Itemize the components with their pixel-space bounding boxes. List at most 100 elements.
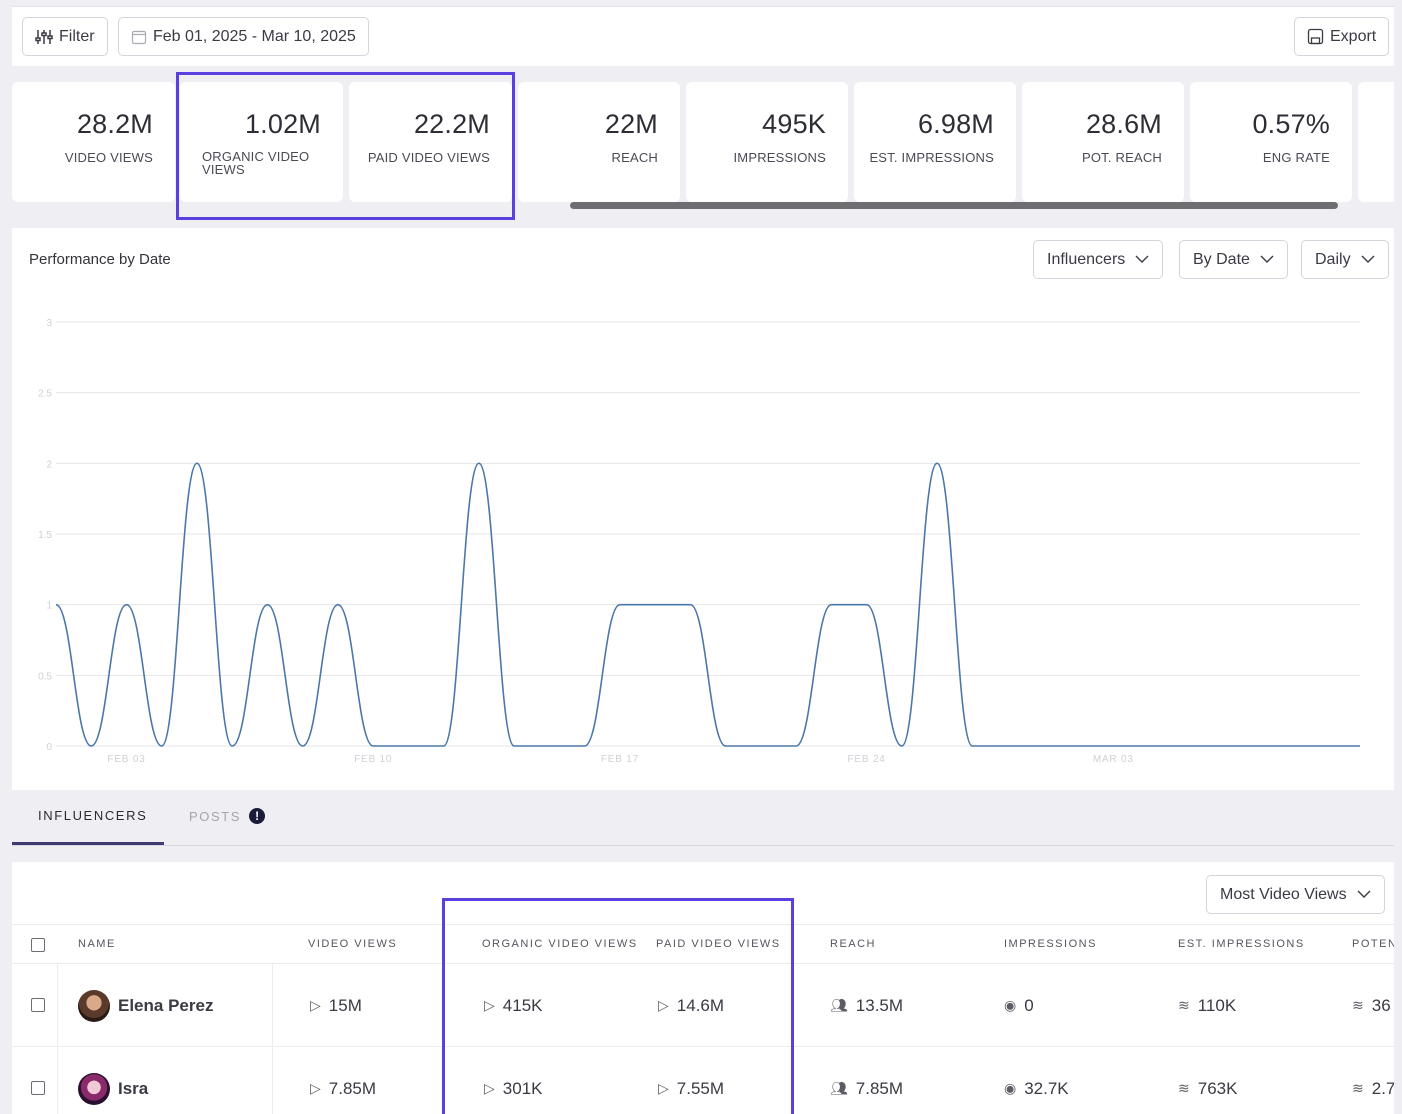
x-tick-label: FEB 24: [848, 754, 886, 765]
data-point[interactable]: [759, 744, 763, 748]
metric-card-partial[interactable]: [1358, 82, 1394, 202]
by-date-dropdown[interactable]: By Date: [1179, 240, 1288, 279]
filter-button[interactable]: Filter: [22, 17, 108, 56]
data-point[interactable]: [371, 744, 375, 748]
tab-influencers[interactable]: INFLUENCERS: [38, 808, 148, 823]
data-point[interactable]: [477, 461, 481, 465]
metric-label: ORGANIC VIDEO VIEWS: [202, 149, 310, 177]
data-point[interactable]: [512, 744, 516, 748]
data-point[interactable]: [547, 744, 551, 748]
data-point[interactable]: [688, 603, 692, 607]
metric-card-video-views[interactable]: 28.2M VIDEO VIEWS: [12, 82, 175, 202]
chart-panel: Performance by Date Influencers By Date …: [12, 228, 1394, 790]
data-point[interactable]: [1358, 744, 1362, 748]
influencer-cell[interactable]: Isra: [78, 1047, 148, 1114]
column-header-organic-video-views[interactable]: ORGANIC VIDEO VIEWS: [482, 938, 638, 950]
est-impressions-value: 763K: [1197, 1078, 1238, 1098]
column-header-impressions[interactable]: IMPRESSIONS: [1004, 938, 1097, 950]
data-point[interactable]: [160, 744, 164, 748]
export-button[interactable]: Export: [1294, 17, 1390, 56]
data-point[interactable]: [230, 744, 234, 748]
metric-card-reach[interactable]: 22M REACH: [518, 82, 680, 202]
data-point[interactable]: [724, 744, 728, 748]
metric-card-eng-rate[interactable]: 0.57% ENG RATE: [1190, 82, 1352, 202]
column-header-reach[interactable]: REACH: [830, 938, 877, 950]
data-point[interactable]: [970, 744, 974, 748]
data-point[interactable]: [1006, 744, 1010, 748]
data-point[interactable]: [54, 603, 58, 607]
video-views-value: 7.85M: [328, 1078, 377, 1098]
sort-label: Most Video Views: [1220, 885, 1347, 903]
table-row[interactable]: Isra ▷ 7.85M ▷ 301K ▷ 7.55M 👥︎ 7.85M ◉ 32.7K …: [12, 1047, 1394, 1114]
metric-card-pot-reach[interactable]: 28.6M POT. REACH: [1022, 82, 1184, 202]
row-checkbox[interactable]: [31, 1081, 45, 1095]
data-point[interactable]: [865, 603, 869, 607]
reach-cell: 👥︎ 7.85M: [830, 1047, 903, 1114]
data-point[interactable]: [1288, 744, 1292, 748]
chevron-down-icon: [1260, 251, 1274, 269]
y-tick-label: 3: [46, 318, 52, 329]
data-point[interactable]: [1041, 744, 1045, 748]
data-point[interactable]: [1217, 744, 1221, 748]
metrics-scrollbar[interactable]: [570, 202, 1338, 209]
organic-views-value: 415K: [502, 995, 543, 1015]
column-header-potential-reach[interactable]: POTEN: [1352, 938, 1394, 950]
data-point[interactable]: [618, 603, 622, 607]
data-point[interactable]: [265, 603, 269, 607]
row-checkbox[interactable]: [31, 998, 45, 1012]
paid-views-cell: ▷ 7.55M: [658, 1047, 724, 1114]
data-point[interactable]: [1182, 744, 1186, 748]
video-views-cell: ▷ 15M: [310, 964, 362, 1047]
data-point[interactable]: [583, 744, 587, 748]
play-icon: ▷: [310, 997, 321, 1013]
data-point[interactable]: [1323, 744, 1327, 748]
x-tick-label: MAR 03: [1093, 754, 1134, 765]
metric-card-impressions[interactable]: 495K IMPRESSIONS: [686, 82, 848, 202]
potential-reach-cell: ≋ 36: [1352, 964, 1391, 1047]
data-point[interactable]: [89, 744, 93, 748]
data-point[interactable]: [794, 744, 798, 748]
metric-card-est-impressions[interactable]: 6.98M EST. IMPRESSIONS: [854, 82, 1016, 202]
select-all-checkbox[interactable]: [31, 938, 45, 952]
data-point[interactable]: [653, 603, 657, 607]
data-point[interactable]: [1147, 744, 1151, 748]
export-label: Export: [1330, 27, 1377, 45]
data-point[interactable]: [1076, 744, 1080, 748]
column-divider: [272, 1047, 273, 1114]
date-range-button[interactable]: Feb 01, 2025 - Mar 10, 2025: [118, 17, 369, 56]
influencer-cell[interactable]: Elena Perez: [78, 964, 213, 1047]
tab-posts[interactable]: POSTS !: [189, 808, 266, 824]
table-row[interactable]: Elena Perez ▷ 15M ▷ 415K ▷ 14.6M 👥︎ 13.5M ◉ 0…: [12, 964, 1394, 1047]
data-point[interactable]: [406, 744, 410, 748]
data-point[interactable]: [829, 603, 833, 607]
metric-value: 6.98M: [917, 109, 994, 139]
eye-icon: ◉: [1004, 997, 1017, 1013]
data-point[interactable]: [336, 603, 340, 607]
x-tick-label: FEB 03: [107, 754, 145, 765]
sort-dropdown[interactable]: Most Video Views: [1206, 875, 1385, 914]
metric-card-organic-video-views[interactable]: 1.02M ORGANIC VIDEO VIEWS: [180, 82, 343, 202]
column-header-paid-video-views[interactable]: PAID VIDEO VIEWS: [656, 938, 781, 950]
column-divider: [272, 964, 273, 1047]
column-header-video-views[interactable]: VIDEO VIEWS: [308, 938, 398, 950]
x-tick-label: FEB 17: [601, 754, 639, 765]
column-header-name[interactable]: NAME: [78, 938, 116, 950]
data-point[interactable]: [195, 461, 199, 465]
column-divider: [57, 964, 58, 1047]
data-point[interactable]: [442, 744, 446, 748]
metric-card-paid-video-views[interactable]: 22.2M PAID VIDEO VIEWS: [349, 82, 512, 202]
impressions-cell: ◉ 32.7K: [1004, 1047, 1069, 1114]
daily-dropdown[interactable]: Daily: [1301, 240, 1389, 279]
data-point[interactable]: [1252, 744, 1256, 748]
data-point[interactable]: [301, 744, 305, 748]
data-point[interactable]: [935, 461, 939, 465]
y-tick-label: 2: [46, 459, 52, 470]
paid-views-value: 14.6M: [676, 995, 725, 1015]
data-point[interactable]: [1111, 744, 1115, 748]
column-header-est-impressions[interactable]: EST. IMPRESSIONS: [1178, 938, 1305, 950]
impressions-value: 32.7K: [1024, 1078, 1069, 1098]
metric-value: 22M: [604, 109, 658, 139]
influencers-dropdown[interactable]: Influencers: [1033, 240, 1164, 279]
data-point[interactable]: [900, 744, 904, 748]
data-point[interactable]: [124, 603, 128, 607]
